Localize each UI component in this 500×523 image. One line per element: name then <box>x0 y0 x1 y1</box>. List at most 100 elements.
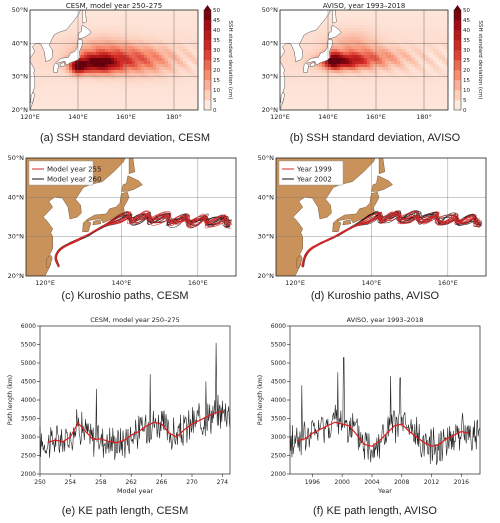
ssh-cell <box>39 106 43 110</box>
ssh-cell <box>394 10 398 14</box>
ssh-cell <box>403 61 407 65</box>
ssh-cell <box>120 46 124 50</box>
ssh-cell <box>99 64 103 68</box>
ssh-cell <box>60 61 64 65</box>
ssh-cell <box>192 97 196 101</box>
ssh-cell <box>165 58 169 62</box>
ssh-cell <box>117 10 121 14</box>
ssh-cell <box>69 85 73 89</box>
ssh-cell <box>174 73 178 77</box>
y-tick-label: 6000 <box>21 323 36 330</box>
ssh-cell <box>150 19 154 23</box>
ssh-cell <box>144 109 148 110</box>
ssh-cell <box>96 34 100 38</box>
colorbar-tick: 45 <box>213 18 220 24</box>
ssh-cell <box>147 85 151 89</box>
ssh-cell <box>144 37 148 41</box>
ssh-cell <box>159 10 163 14</box>
ssh-cell <box>192 61 196 65</box>
ssh-cell <box>355 79 359 83</box>
ssh-cell <box>361 76 365 80</box>
ssh-cell <box>75 67 79 71</box>
ssh-cell <box>403 40 407 44</box>
colorbar-segment <box>454 60 461 71</box>
ssh-cell <box>69 34 73 38</box>
ssh-cell <box>84 91 88 95</box>
ssh-cell <box>322 46 326 50</box>
ssh-cell <box>373 37 377 41</box>
ssh-cell <box>114 97 118 101</box>
ssh-cell <box>99 94 103 98</box>
ssh-cell <box>126 88 130 92</box>
ssh-cell <box>147 31 151 35</box>
ssh-cell <box>105 10 109 14</box>
ssh-cell <box>54 46 58 50</box>
ssh-cell <box>99 19 103 23</box>
ssh-cell <box>147 58 151 62</box>
ssh-cell <box>337 70 341 74</box>
ssh-cell <box>192 103 196 107</box>
colorbar-segment <box>204 20 211 31</box>
ssh-cell <box>295 70 299 74</box>
ssh-cell <box>45 76 49 80</box>
ssh-cell <box>57 43 61 47</box>
ssh-cell <box>51 109 55 110</box>
ssh-cell <box>75 85 79 89</box>
ssh-cell <box>301 85 305 89</box>
ssh-cell <box>150 10 154 14</box>
ssh-cell <box>415 46 419 50</box>
ssh-cell <box>322 28 326 32</box>
ssh-cell <box>186 97 190 101</box>
ssh-cell <box>286 94 290 98</box>
ssh-cell <box>141 25 145 29</box>
ssh-cell <box>394 61 398 65</box>
ssh-cell <box>174 58 178 62</box>
ssh-cell <box>349 61 353 65</box>
ssh-cell <box>424 61 428 65</box>
ssh-cell <box>364 31 368 35</box>
ssh-cell <box>424 46 428 50</box>
ssh-cell <box>403 52 407 56</box>
ssh-cell <box>69 28 73 32</box>
ssh-cell <box>153 28 157 32</box>
ssh-cell <box>346 79 350 83</box>
ssh-cell <box>108 49 112 53</box>
ssh-cell <box>349 82 353 86</box>
ssh-cell <box>295 79 299 83</box>
ssh-cell <box>442 61 446 65</box>
ssh-cell <box>430 79 434 83</box>
ssh-cell <box>180 43 184 47</box>
ssh-cell <box>78 67 82 71</box>
ssh-cell <box>36 85 40 89</box>
ssh-cell <box>307 43 311 47</box>
ssh-cell <box>177 58 181 62</box>
ssh-cell <box>400 73 404 77</box>
ssh-cell <box>304 94 308 98</box>
ssh-cell <box>123 13 127 17</box>
ssh-cell <box>352 16 356 20</box>
ssh-cell <box>93 52 97 56</box>
ssh-cell <box>57 103 61 107</box>
ssh-cell <box>412 58 416 62</box>
ssh-cell <box>361 82 365 86</box>
ssh-cell <box>99 76 103 80</box>
ssh-cell <box>421 91 425 95</box>
ssh-cell <box>445 10 448 14</box>
ssh-cell <box>108 103 112 107</box>
ssh-cell <box>349 85 353 89</box>
ssh-cell <box>310 100 314 104</box>
ssh-cell <box>63 70 67 74</box>
ssh-cell <box>147 13 151 17</box>
ssh-cell <box>382 16 386 20</box>
ssh-cell <box>102 28 106 32</box>
ssh-cell <box>325 103 329 107</box>
ssh-cell <box>328 61 332 65</box>
ssh-cell <box>141 82 145 86</box>
ssh-cell <box>442 10 446 14</box>
ssh-cell <box>430 58 434 62</box>
ssh-cell <box>385 94 389 98</box>
ssh-cell <box>180 73 184 77</box>
ssh-cell <box>436 79 440 83</box>
ssh-cell <box>325 85 329 89</box>
ssh-cell <box>373 40 377 44</box>
